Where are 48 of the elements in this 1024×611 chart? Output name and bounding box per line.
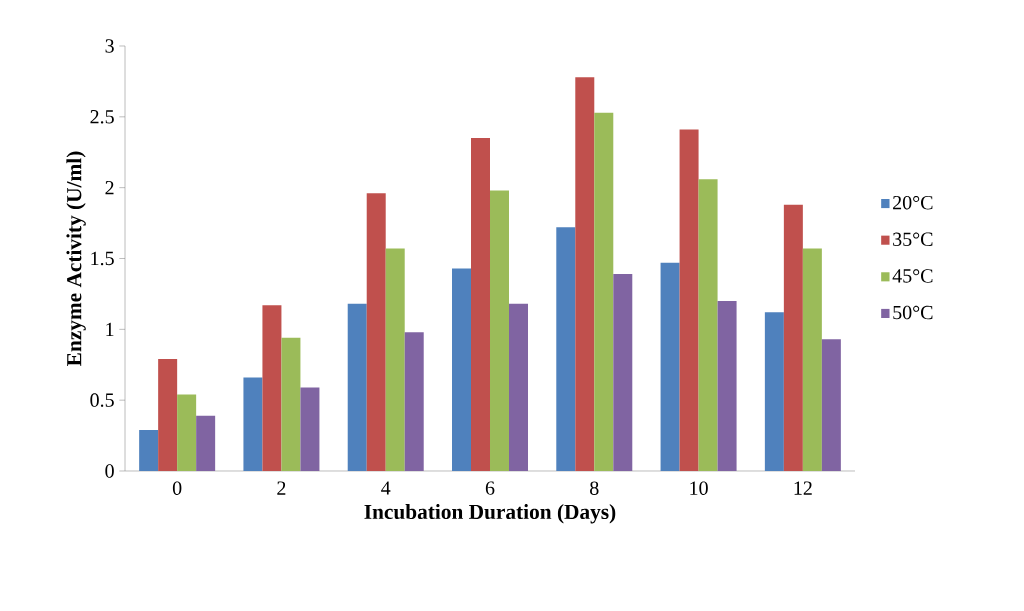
bar (347, 303, 367, 471)
bar (385, 248, 405, 471)
x-tick-label: 6 (485, 481, 495, 495)
bar (366, 193, 386, 471)
bar (300, 387, 320, 471)
bar (490, 190, 509, 471)
x-tick-label: 8 (590, 481, 599, 495)
bar (404, 332, 424, 471)
bar (262, 305, 282, 471)
bar (698, 179, 718, 471)
bar (196, 415, 216, 471)
legend-label: 20°C (893, 195, 933, 210)
bar (471, 138, 490, 471)
y-axis-title: Enzyme Activity (U/ml) (66, 151, 86, 366)
x-tick-label: 10 (690, 481, 708, 495)
x-tick-label: 2 (277, 481, 286, 495)
bar (717, 301, 737, 471)
y-tick-label: 0 (105, 464, 114, 478)
y-tick-label: 2 (105, 181, 114, 195)
y-tick-label: 3 (105, 39, 114, 53)
bar (139, 429, 159, 471)
x-tick-label: 0 (172, 481, 182, 495)
y-tick-label: 2.5 (90, 110, 114, 124)
y-tick-label: 1.5 (91, 251, 114, 266)
bar (764, 312, 784, 471)
x-axis-title: Incubation Duration (Days) (364, 504, 616, 524)
bar (556, 227, 576, 471)
bar (821, 339, 841, 471)
bar (281, 337, 301, 471)
y-tick-label: 1 (106, 322, 114, 336)
bar (594, 112, 614, 471)
bar (452, 268, 472, 471)
y-tick-label: 0.5 (90, 393, 114, 407)
bar (575, 77, 595, 471)
bar (509, 303, 528, 471)
bar (158, 359, 178, 471)
bar (660, 262, 680, 471)
x-tick-label: 4 (381, 481, 391, 495)
bar (243, 377, 263, 471)
legend-label: 45°C (892, 269, 933, 283)
bar (613, 274, 633, 471)
x-tick-label: 12 (794, 481, 812, 495)
bar (177, 394, 197, 471)
bar (679, 129, 699, 471)
bar (802, 248, 822, 471)
legend-label: 35°C (893, 232, 933, 247)
bar (783, 204, 803, 471)
legend-label: 50°C (893, 305, 933, 320)
